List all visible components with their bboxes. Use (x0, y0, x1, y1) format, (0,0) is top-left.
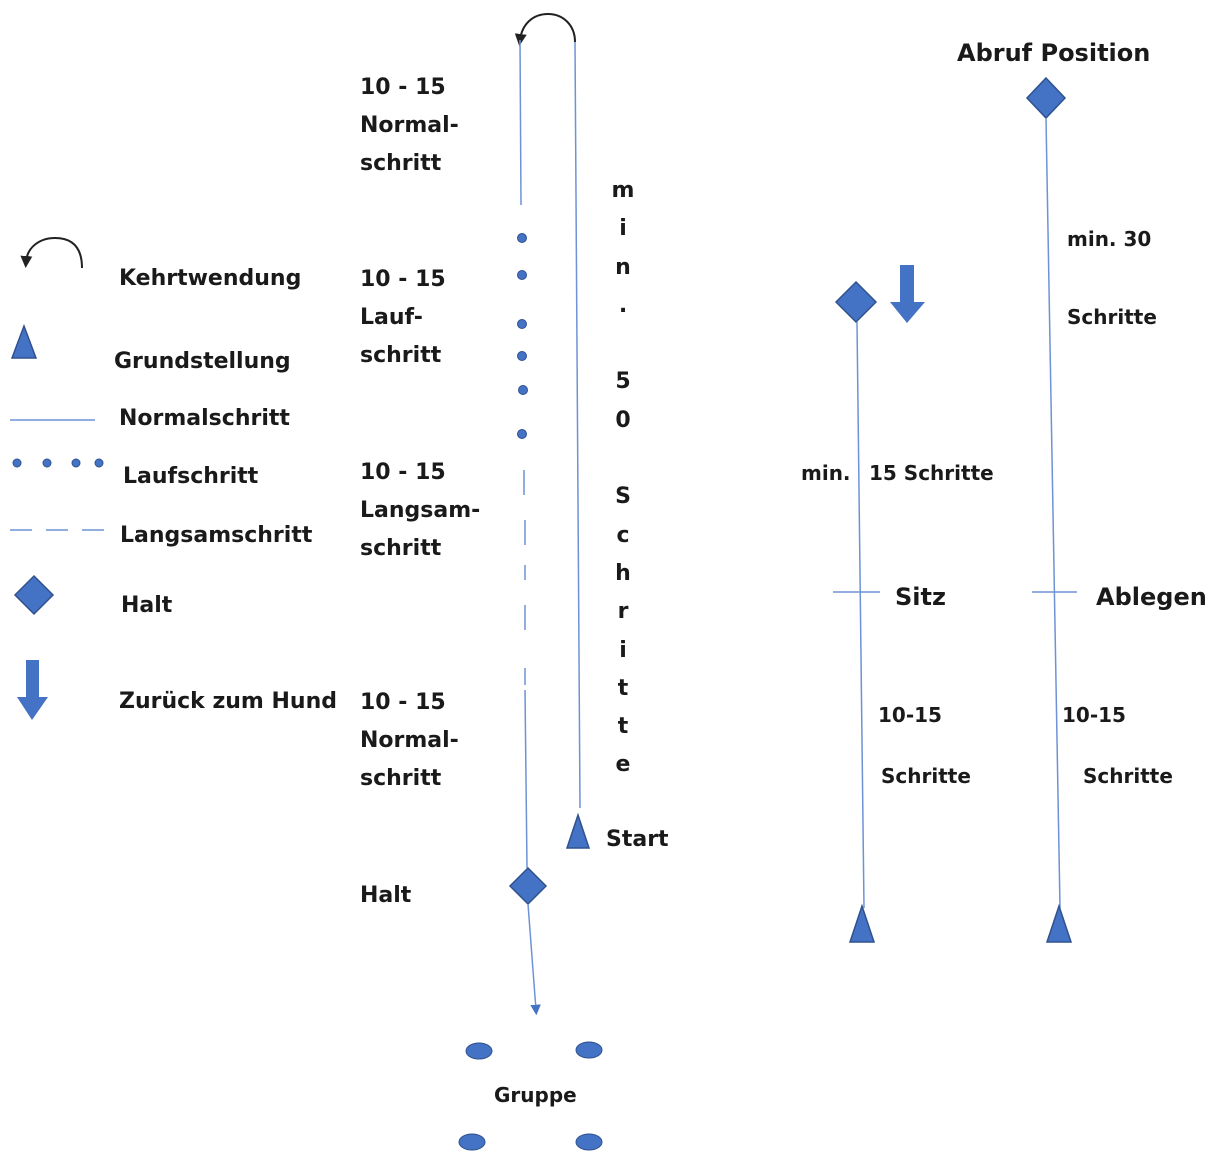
min30-label: min. 30 (1067, 227, 1152, 251)
legend-grundstellung-label: Grundstellung (114, 349, 291, 374)
legend-langsamschritt-label: Langsamschritt (120, 523, 313, 548)
back-to-dog-arrow-icon (890, 265, 925, 323)
sitz-schritte-label: Schritte (881, 764, 971, 788)
legend-laufschritt-label: Laufschritt (123, 464, 259, 489)
langsam-label: 10 - 15 Langsam-schritt (360, 460, 481, 561)
legend-normalschritt-label: Normalschritt (119, 406, 290, 431)
path-normal-top-line (519, 39, 522, 206)
course-halt-diamond-icon (508, 866, 548, 906)
course-halt-label: Halt (360, 883, 412, 908)
gruppe-label: Gruppe (494, 1083, 577, 1107)
sitz-label: Sitz (895, 583, 946, 611)
ablegen-label: Ablegen (1096, 583, 1207, 611)
top-u-turn-icon (514, 12, 576, 46)
laufschritt-dots-icon (12, 458, 104, 468)
sitz-start-triangle-icon (848, 903, 876, 943)
normal-top-label: 10 - 15 Normal-schritt (360, 75, 459, 176)
start-label: Start (606, 827, 669, 852)
normal-bottom-label: 10 - 15 Normal-schritt (360, 690, 459, 791)
ablegen-start-triangle-icon (1045, 903, 1073, 943)
path-return-line (574, 41, 581, 809)
group-people-icons (458, 1041, 603, 1151)
min15-b-label: 15 Schritte (869, 461, 994, 485)
abruf-position-label: Abruf Position (957, 39, 1151, 67)
legend-halt-label: Halt (121, 593, 173, 618)
sitz-diamond-icon (834, 280, 878, 324)
legend-kehrtwendung-label: Kehrtwendung (119, 266, 302, 291)
sitz-line (856, 321, 865, 909)
legend-zurueck-label: Zurück zum Hund (119, 689, 337, 714)
min15-a-label: min. (801, 461, 851, 485)
u-turn-icon (20, 236, 83, 269)
path-langsam-dashes (523, 470, 526, 685)
grundstellung-triangle-icon (10, 323, 38, 359)
ablegen-schritte-label: Schritte (1083, 764, 1173, 788)
abruf-diamond-icon (1025, 76, 1067, 120)
halt-diamond-icon (13, 574, 55, 616)
path-to-group-line (527, 903, 541, 1016)
abruf-line (1045, 117, 1061, 909)
path-lauf-dots (517, 233, 528, 439)
zurueck-arrow-icon (17, 660, 48, 720)
start-triangle-icon (565, 812, 591, 849)
lauf-label: 10 - 15 Lauf-schritt (360, 267, 446, 368)
ablegen-count-label: 10-15 (1062, 703, 1126, 727)
sitz-count-label: 10-15 (878, 703, 942, 727)
path-normal-bottom-line (524, 689, 528, 869)
schritte-top-label: Schritte (1067, 305, 1157, 329)
